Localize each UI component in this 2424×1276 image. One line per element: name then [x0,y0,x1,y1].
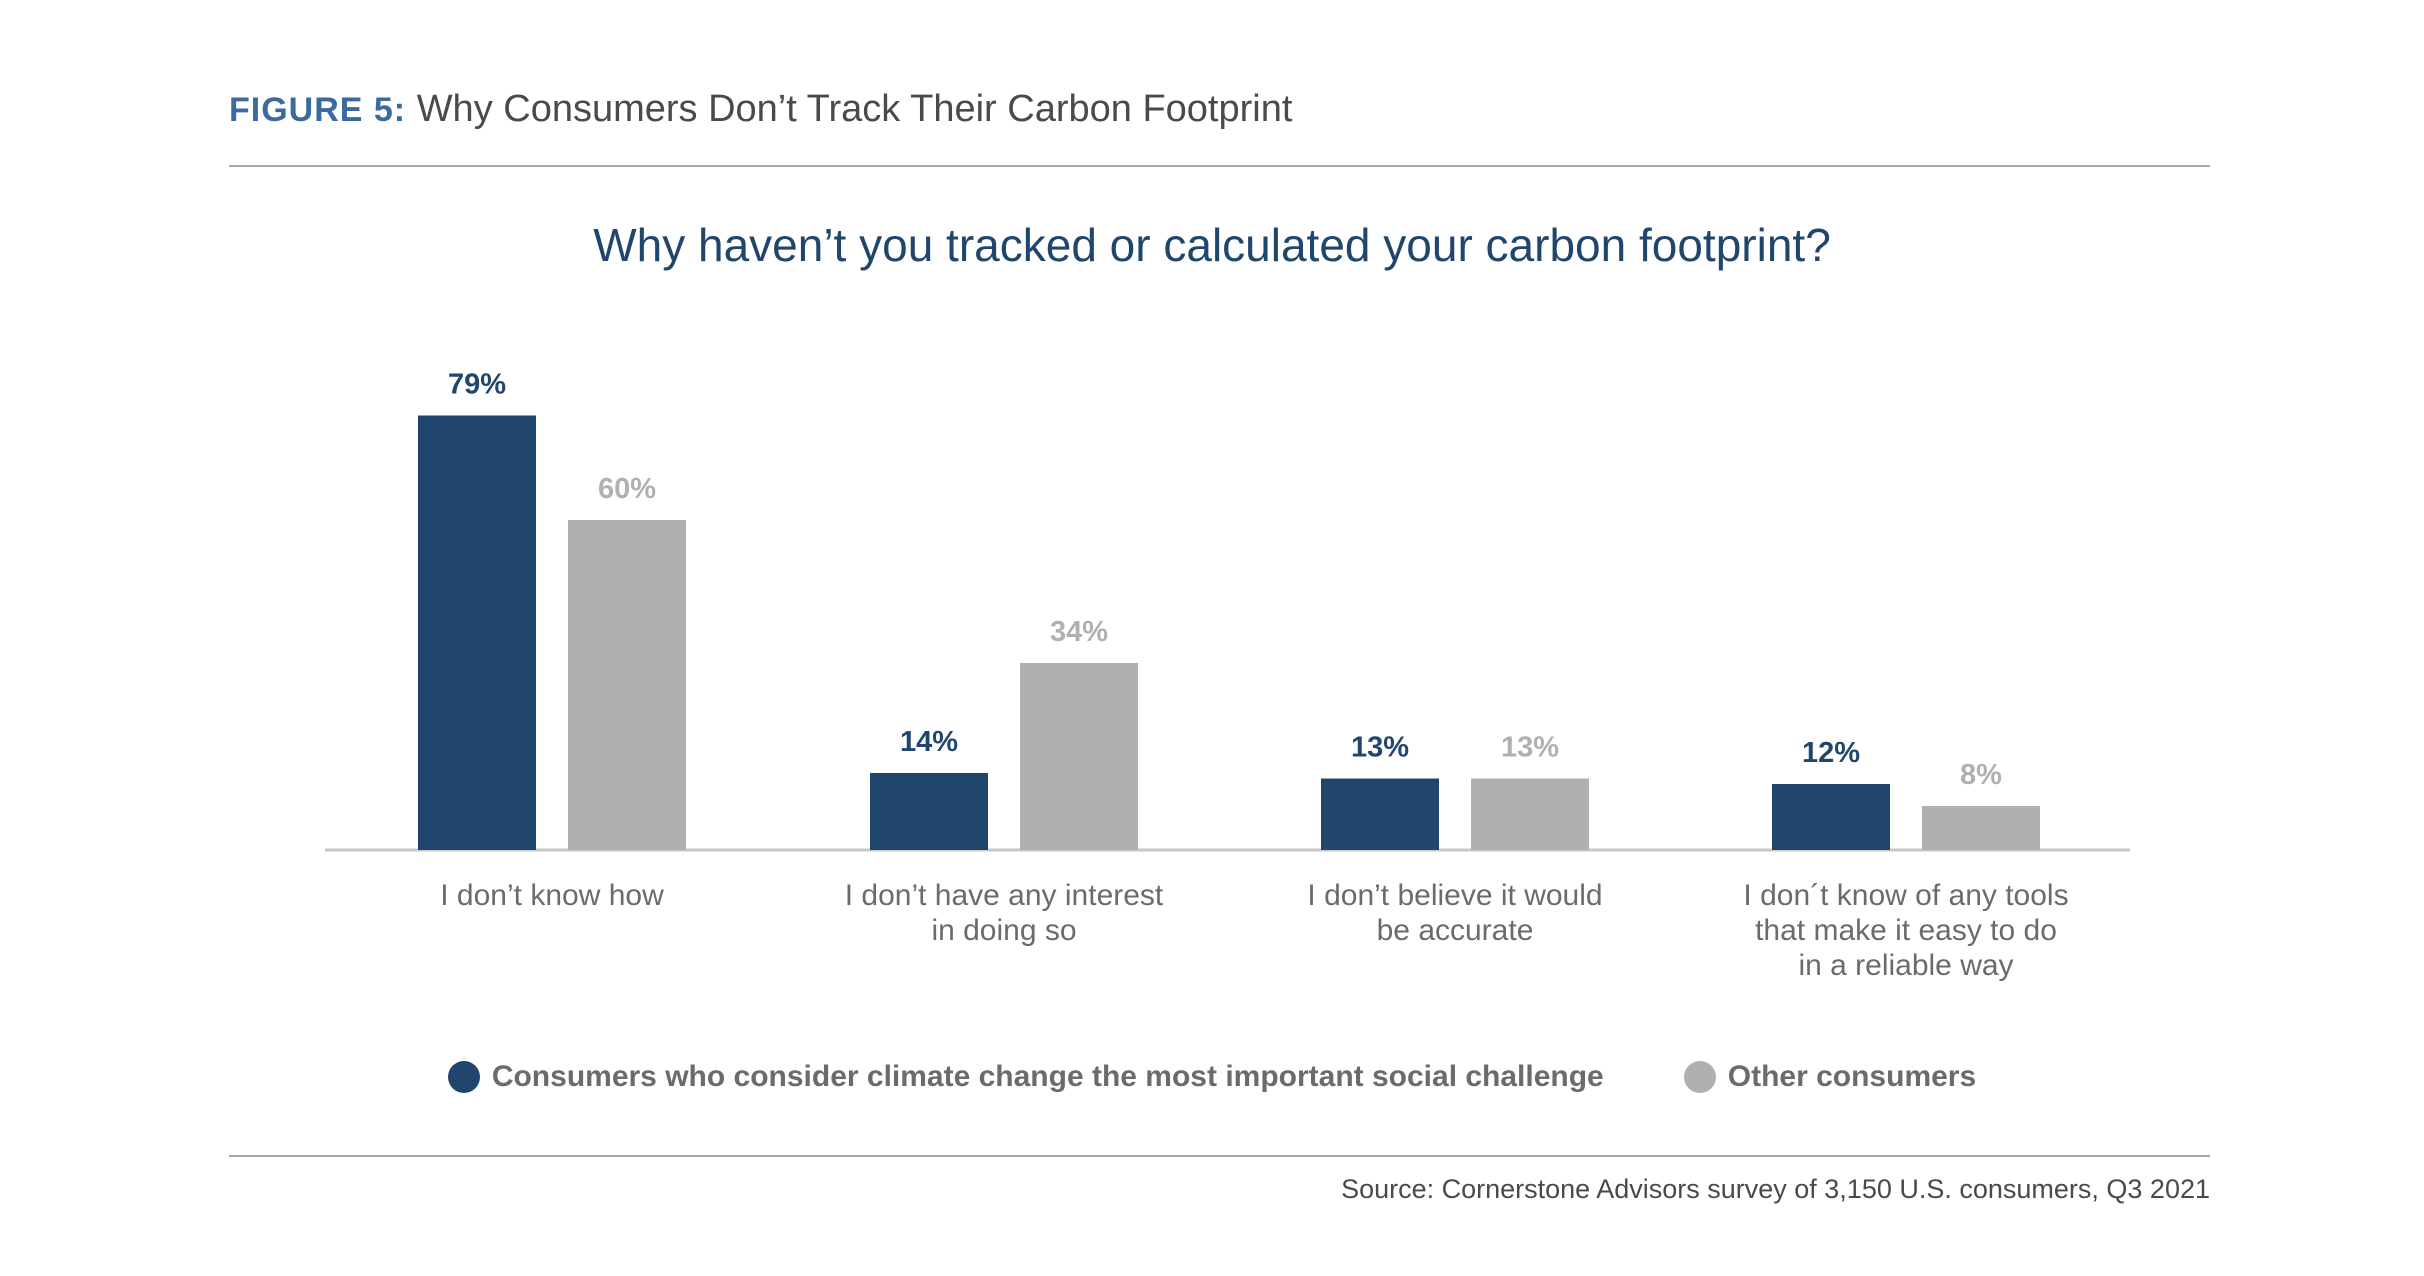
data-label-series-1-3: 13% [1351,732,1409,764]
bar-series-2-3 [1471,778,1589,850]
category-label-3-line-2: be accurate [1377,914,1534,947]
header-divider [229,165,2210,167]
data-label-series-1-1: 79% [448,369,506,401]
bar-series-1-4 [1772,784,1890,850]
bar-series-1-2 [870,773,988,850]
category-label-4-line-1: I don´t know of any tools [1743,879,2068,912]
legend-label-series-2: Other consumers [1727,1060,1977,1093]
category-label-1-line-1: I don’t know how [440,879,664,912]
legend-label-series-1: Consumers who consider climate change th… [491,1060,1604,1093]
bar-series-2-1 [568,520,686,850]
footer-divider [229,1155,2210,1157]
bar-series-1-1 [418,415,536,850]
data-label-series-2-4: 8% [1960,759,2002,791]
category-label-2-line-2: in doing so [931,914,1076,947]
source-note: Source: Cornerstone Advisors survey of 3… [1341,1174,2210,1204]
category-label-4-line-2: that make it easy to do [1755,914,2057,947]
legend: Consumers who consider climate change th… [0,1060,2424,1094]
data-label-series-2-3: 13% [1501,732,1559,764]
bar-series-2-4 [1922,806,2040,850]
figure-label: FIGURE 5: [229,91,407,129]
figure-header: FIGURE 5: Why Consumers Don’t Track Thei… [229,88,1292,131]
data-label-series-2-2: 34% [1050,616,1108,648]
category-label-2-line-1: I don’t have any interest [845,879,1164,912]
chart-title: Why haven’t you tracked or calculated yo… [593,219,1831,271]
legend-item-series-1: Consumers who consider climate change th… [447,1060,1604,1094]
category-label-3-line-1: I don’t believe it would [1307,879,1602,912]
data-label-series-1-2: 14% [900,726,958,758]
data-label-series-2-1: 60% [598,473,656,505]
legend-swatch-series-1 [447,1061,480,1093]
legend-item-series-2: Other consumers [1683,1060,1977,1094]
data-label-series-1-4: 12% [1802,737,1860,769]
legend-swatch-series-2 [1683,1061,1716,1093]
bar-series-1-3 [1321,778,1439,850]
category-label-4-line-3: in a reliable way [1798,949,2013,982]
figure-title: Why Consumers Don’t Track Their Carbon F… [416,88,1293,130]
bar-series-2-2 [1020,663,1138,850]
